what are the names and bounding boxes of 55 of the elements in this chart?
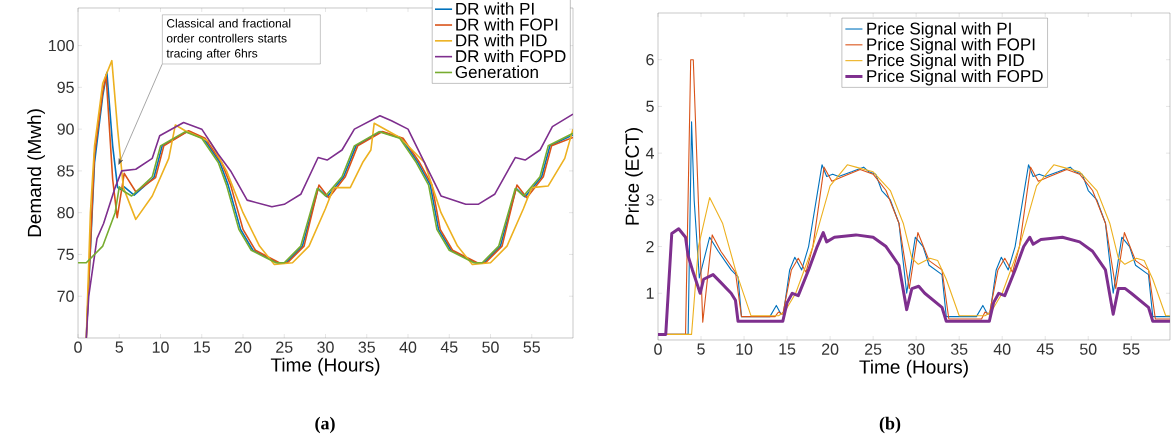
line-series xyxy=(658,227,1170,336)
text: (b) xyxy=(879,416,901,434)
legend-label: Price Signal with PID xyxy=(867,53,1024,70)
x-tick-label: 5 xyxy=(115,341,124,353)
x-tick-label: 15 xyxy=(779,343,796,355)
y-tick-label: 6 xyxy=(646,54,654,66)
x-tick-label: 35 xyxy=(950,343,968,355)
legend-label: DR with PI xyxy=(456,2,534,15)
legend-label: Price Signal with PI xyxy=(867,22,1011,38)
y-tick-label: 70 xyxy=(57,290,74,302)
y-axis-title: Demand (Mwh) xyxy=(27,109,45,237)
x-tick-label: 5 xyxy=(697,343,705,355)
x-tick-label: 10 xyxy=(736,343,753,355)
x-tick-label: 25 xyxy=(276,341,293,353)
x-tick-label: 10 xyxy=(152,341,169,353)
annotation: Classical and fractional order controllers starts tracing after 6hrs xyxy=(166,18,291,60)
legend-label: Price Signal with FOPI xyxy=(867,37,1035,54)
text: (a) xyxy=(315,416,335,434)
x-tick-label: 40 xyxy=(399,341,417,353)
y-tick-label: 3 xyxy=(646,194,654,206)
x-tick-label: 40 xyxy=(993,343,1011,355)
y-axis-title: Price (ECT) xyxy=(625,128,643,225)
legend-label: Price Signal with FOPD xyxy=(867,69,1043,86)
x-tick-label: 50 xyxy=(1079,343,1097,355)
y-tick-label: 2 xyxy=(646,240,654,253)
x-tick-label: 30 xyxy=(317,341,334,353)
x-tick-label: 30 xyxy=(907,343,925,355)
x-axis-title: Time (Hours) xyxy=(859,359,968,378)
x-tick-label: 25 xyxy=(865,343,882,355)
x-tick-label: 45 xyxy=(440,341,458,353)
legend-label: DR with PID xyxy=(456,33,547,47)
legend-label: DR with FOPD xyxy=(456,49,566,63)
line-series xyxy=(78,130,573,264)
x-tick-label: 35 xyxy=(358,341,375,353)
x-tick-label: 55 xyxy=(523,341,540,353)
x-tick-label: 55 xyxy=(1123,343,1140,355)
x-tick-label: 20 xyxy=(234,341,252,353)
y-tick-label: 4 xyxy=(645,147,654,159)
x-tick-label: 0 xyxy=(74,341,82,353)
y-tick-label: 75 xyxy=(57,248,74,261)
legend-label: DR with FOPI xyxy=(456,18,558,31)
y-tick-label: 5 xyxy=(646,100,654,113)
legend-label: Generation xyxy=(455,65,538,79)
y-tick-label: 1 xyxy=(646,287,654,299)
y-tick-label: 80 xyxy=(57,207,74,219)
y-tick-label: 85 xyxy=(57,165,74,177)
y-tick-label: 100 xyxy=(49,39,74,52)
x-tick-label: 0 xyxy=(654,343,662,355)
x-tick-label: 50 xyxy=(482,341,499,353)
x-tick-label: 45 xyxy=(1036,343,1054,355)
y-tick-label: 95 xyxy=(57,81,74,94)
y-tick-label: 90 xyxy=(57,123,74,135)
x-tick-label: 20 xyxy=(822,343,839,355)
x-tick-label: 15 xyxy=(194,341,210,353)
x-axis-title: Time (Hours) xyxy=(270,357,380,376)
